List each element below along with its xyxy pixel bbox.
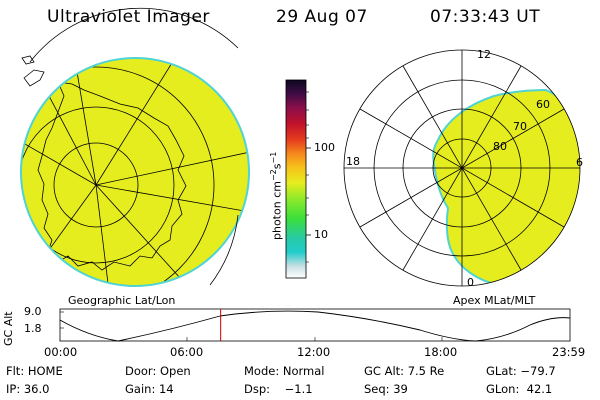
mlat-label-80: 80 <box>493 140 507 153</box>
mlt-label-6: 6 <box>576 156 583 169</box>
time-tick-0600: 06:00 <box>170 345 204 359</box>
status-gc-alt: GC Alt: 7.5 Re <box>364 364 445 378</box>
altitude-ylabel: GC Alt <box>2 311 15 346</box>
apex-caption: Apex MLat/MLT <box>453 294 536 307</box>
mlat-mlt-grid <box>343 49 581 287</box>
colorbar <box>285 79 311 279</box>
time-label: 07:33:43 UT <box>430 7 541 27</box>
time-tick-1800: 18:00 <box>424 345 458 359</box>
altitude-plot <box>59 308 571 342</box>
date-label: 29 Aug 07 <box>276 7 368 27</box>
status-door: Door: Open <box>125 364 191 378</box>
mlt-label-18: 18 <box>346 155 360 168</box>
geographic-caption: Geographic Lat/Lon <box>68 294 176 307</box>
status-mode: Mode: Normal <box>244 364 325 378</box>
status-seq: Seq: 39 <box>364 382 408 396</box>
status-glon: GLon: 42.1 <box>486 382 553 396</box>
status-dsp: Dsp: −1.1 <box>244 382 313 396</box>
status-glat: GLat: −79.7 <box>486 364 556 378</box>
status-ip: IP: 36.0 <box>6 382 50 396</box>
colorbar-tick-10: 10 <box>314 228 328 241</box>
time-tick-2359: 23:59 <box>552 345 586 359</box>
time-tick-1200: 12:00 <box>297 345 331 359</box>
mlt-label-0: 0 <box>467 276 474 289</box>
geographic-map <box>20 7 250 287</box>
time-tick-0000: 00:00 <box>44 345 78 359</box>
mlat-label-60: 60 <box>536 98 550 111</box>
mlat-label-70: 70 <box>513 120 527 133</box>
status-gain: Gain: 14 <box>125 382 174 396</box>
mlt-label-12: 12 <box>477 48 491 61</box>
alt-ytick-top: 9.0 <box>24 305 42 318</box>
lat-lon-grid <box>22 59 248 285</box>
magnetic-map <box>343 49 581 287</box>
status-flt: Flt: HOME <box>6 364 63 378</box>
colorbar-tick-100: 100 <box>314 141 335 154</box>
coastline <box>37 81 187 271</box>
instrument-title: Ultraviolet Imager <box>47 7 210 27</box>
alt-ytick-bottom: 1.8 <box>24 322 42 335</box>
altitude-curve <box>59 310 571 342</box>
